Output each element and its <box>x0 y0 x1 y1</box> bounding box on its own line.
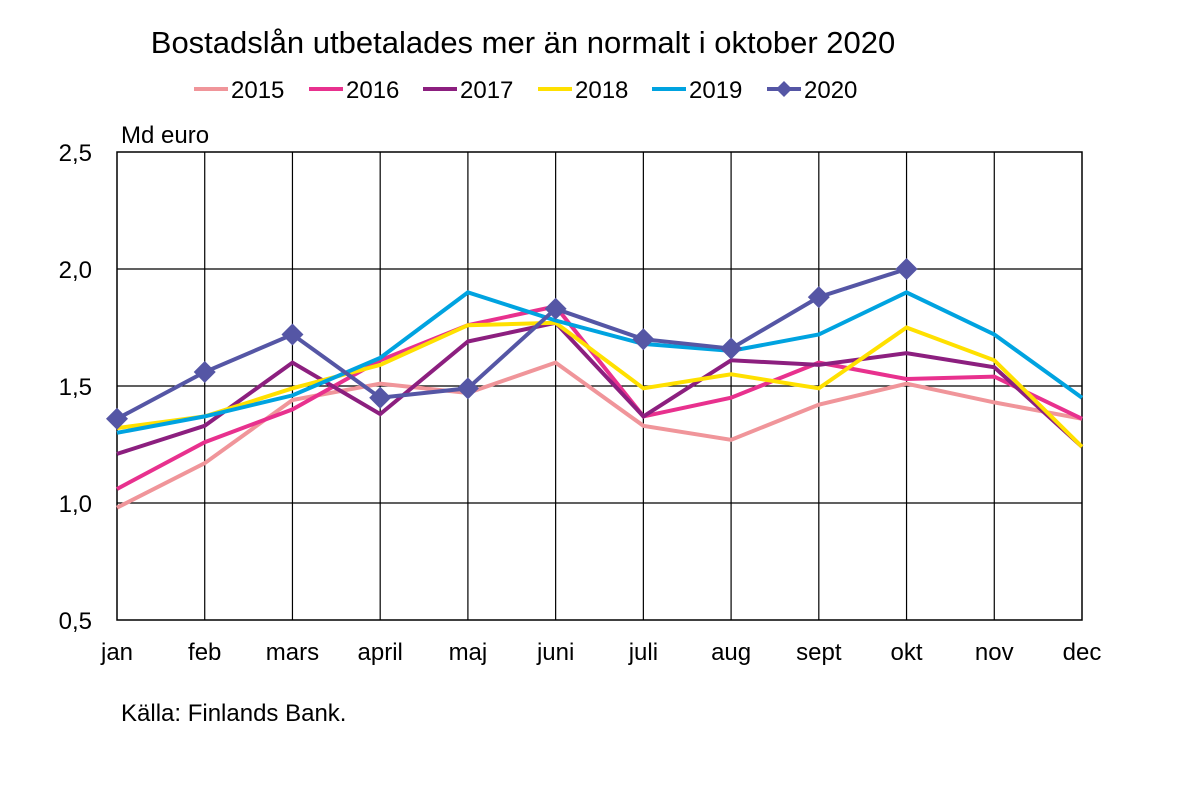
y-tick-label: 1,5 <box>59 374 92 401</box>
x-tick-label: juni <box>536 639 574 666</box>
y-tick-label: 2,5 <box>59 140 92 167</box>
data-point-2020 <box>281 323 304 346</box>
legend-item-2019: 2019 <box>652 77 742 104</box>
x-tick-label: aug <box>711 639 751 666</box>
data-point-2020 <box>632 328 655 351</box>
y-axis: 0,5 1,0 1,5 2,0 2,5 <box>59 140 92 635</box>
source-note: Källa: Finlands Bank. <box>121 700 346 727</box>
legend-item-2020: 2020 <box>767 77 857 104</box>
legend-item-2015: 2015 <box>194 77 284 104</box>
series-2015 <box>116 360 1083 510</box>
series-2018 <box>116 320 1084 449</box>
data-point-2020 <box>456 377 479 400</box>
legend-label: 2018 <box>575 77 628 104</box>
y-tick-label: 2,0 <box>59 257 92 284</box>
x-tick-label: juli <box>628 639 658 666</box>
x-tick-label: maj <box>449 639 488 666</box>
y-tick-label: 1,0 <box>59 491 92 518</box>
x-tick-label: dec <box>1063 639 1102 666</box>
series-2020 <box>106 258 918 430</box>
data-point-2020 <box>720 337 743 360</box>
y-tick-label: 0,5 <box>59 608 92 635</box>
x-tick-label: sept <box>796 639 842 666</box>
data-point-2020 <box>807 286 830 309</box>
x-tick-label: nov <box>975 639 1014 666</box>
series-line-2016 <box>116 304 1083 491</box>
legend-label: 2017 <box>460 77 513 104</box>
legend-item-2016: 2016 <box>309 77 399 104</box>
chart-title: Bostadslån utbetalades mer än normalt i … <box>151 25 895 60</box>
data-point-2020 <box>895 258 918 280</box>
series-line-2017 <box>116 320 1084 456</box>
x-tick-label: okt <box>891 639 923 666</box>
series-2019 <box>116 290 1084 435</box>
series-line-2015 <box>116 360 1083 510</box>
data-point-2020 <box>369 386 392 409</box>
grid <box>116 151 1083 621</box>
series-2017 <box>116 320 1084 456</box>
data-point-2020 <box>193 360 216 383</box>
x-tick-label: mars <box>266 639 319 666</box>
legend-item-2017: 2017 <box>423 77 513 104</box>
legend-marker <box>776 81 792 97</box>
x-tick-label: april <box>358 639 403 666</box>
series-layer <box>106 258 1084 510</box>
y-axis-unit-label: Md euro <box>121 122 209 149</box>
legend-label: 2020 <box>804 77 857 104</box>
data-point-2020 <box>106 407 128 430</box>
data-point-2020 <box>544 297 567 320</box>
series-line-2018 <box>116 320 1084 449</box>
legend-label: 2019 <box>689 77 742 104</box>
legend: 2015 2016 2017 2018 2019 2020 <box>194 77 857 104</box>
x-tick-label: jan <box>100 639 133 666</box>
series-2016 <box>116 304 1083 491</box>
series-line-2020 <box>116 267 908 421</box>
legend-label: 2015 <box>231 77 284 104</box>
x-axis: jan feb mars april maj juni juli aug sept okt nov d… <box>100 639 1101 666</box>
x-tick-label: feb <box>188 639 221 666</box>
legend-item-2018: 2018 <box>538 77 628 104</box>
series-line-2019 <box>116 290 1084 435</box>
legend-label: 2016 <box>346 77 399 104</box>
